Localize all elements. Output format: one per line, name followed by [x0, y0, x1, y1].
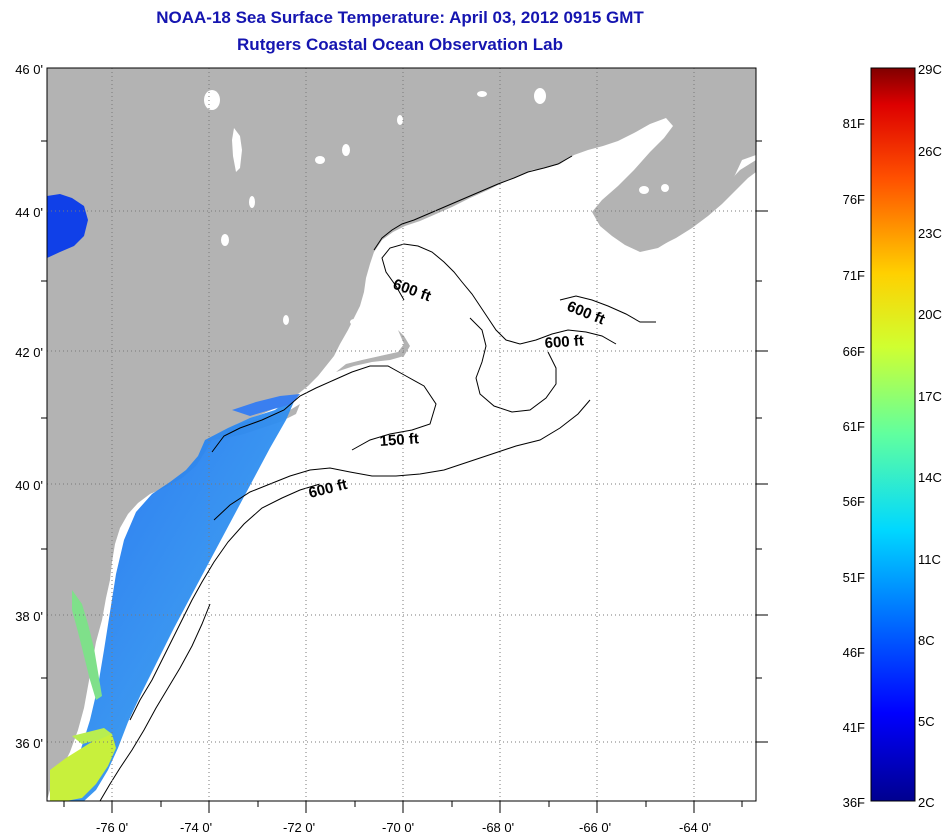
colorbar-c-labels: 29C 26C 23C 20C 17C 14C 11C 8C 5C 2C [918, 62, 942, 810]
lon-label-66: -66 0' [579, 820, 611, 835]
cb-f-46: 46F [843, 645, 865, 660]
lat-label-38: 38 0' [15, 609, 43, 624]
land-mainland [47, 68, 756, 800]
lon-label-70: -70 0' [382, 820, 414, 835]
lon-label-74: -74 0' [180, 820, 212, 835]
cb-f-36: 36F [843, 795, 865, 810]
lat-label-42: 42 0' [15, 345, 43, 360]
cb-c-20: 20C [918, 307, 942, 322]
lon-label-76: -76 0' [96, 820, 128, 835]
map-area [47, 68, 756, 801]
bathymetry-contours [99, 243, 656, 801]
map-frame [46, 67, 757, 802]
cb-c-29: 29C [918, 62, 942, 77]
contour-label-150ft: 150 ft [379, 430, 419, 450]
lake-ontario [47, 194, 88, 258]
cb-c-26: 26C [918, 144, 942, 159]
cb-f-81: 81F [843, 116, 865, 131]
lat-label-36: 36 0' [15, 736, 43, 751]
cb-f-71: 71F [843, 268, 865, 283]
chart-title: NOAA-18 Sea Surface Temperature: April 0… [156, 8, 644, 27]
cb-f-61: 61F [843, 419, 865, 434]
lat-ticks [41, 140, 768, 743]
cb-c-2: 2C [918, 795, 935, 810]
lake-champlain [232, 128, 242, 172]
cb-c-11: 11C [918, 552, 941, 567]
colorbar [870, 67, 916, 802]
lat-label-44: 44 0' [15, 205, 43, 220]
cb-f-41: 41F [843, 720, 865, 735]
albemarle-sound [72, 728, 112, 744]
chesapeake-bay [72, 590, 102, 700]
lat-label-46: 46 0' [15, 62, 43, 77]
land-nova-scotia [646, 160, 756, 248]
cb-f-76: 76F [843, 192, 865, 207]
lon-label-68: -68 0' [482, 820, 514, 835]
sst-swath [60, 397, 296, 801]
land-cape-cod [336, 330, 410, 372]
cb-c-14: 14C [918, 470, 942, 485]
cb-c-8: 8C [918, 633, 935, 648]
chart-subtitle: Rutgers Coastal Ocean Observation Lab [237, 35, 563, 54]
cb-c-5: 5C [918, 714, 935, 729]
lon-label-72: -72 0' [283, 820, 315, 835]
lat-label-40: 40 0' [15, 478, 43, 493]
long-island-sound [232, 394, 300, 416]
pamlico-sound [50, 734, 116, 801]
maine-coast-detail [373, 155, 573, 251]
colorbar-f-labels: 81F 76F 71F 66F 61F 56F 51F 46F 41F 36F [843, 116, 865, 810]
cb-c-17: 17C [918, 389, 942, 404]
lon-ticks [63, 801, 743, 813]
cb-c-23: 23C [918, 226, 942, 241]
cb-f-51: 51F [843, 570, 865, 585]
cb-f-66: 66F [843, 344, 865, 359]
cb-f-56: 56F [843, 494, 865, 509]
inland-lakes [204, 88, 669, 325]
contour-label-600ft-3: 600 ft [544, 332, 584, 352]
lon-label-64: -64 0' [679, 820, 711, 835]
